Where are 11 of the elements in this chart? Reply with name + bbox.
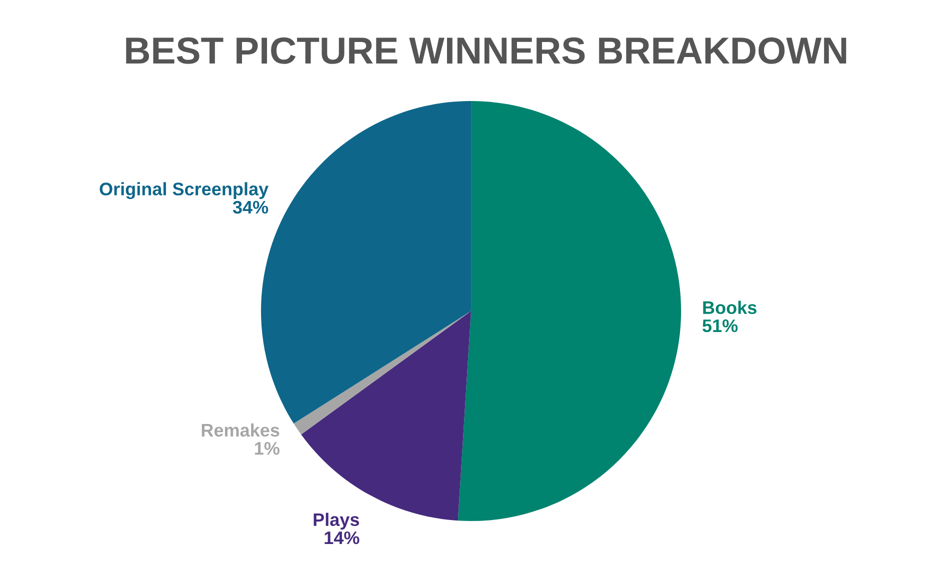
slice-label: Books bbox=[703, 300, 756, 314]
data-label: 51% bbox=[702, 319, 738, 332]
pie-slice bbox=[294, 311, 472, 434]
data-label: 14% bbox=[324, 531, 360, 544]
pie-slice bbox=[458, 100, 682, 522]
data-label: 34% bbox=[232, 200, 268, 214]
data-label: 1% bbox=[255, 442, 280, 455]
slice-label: Original Screenplay bbox=[100, 182, 269, 200]
chart-title: BEST PICTURE WINNERS BREAKDOWN bbox=[126, 37, 846, 64]
slice-label: Remakes bbox=[202, 423, 280, 437]
slice-label: Plays bbox=[314, 512, 360, 530]
